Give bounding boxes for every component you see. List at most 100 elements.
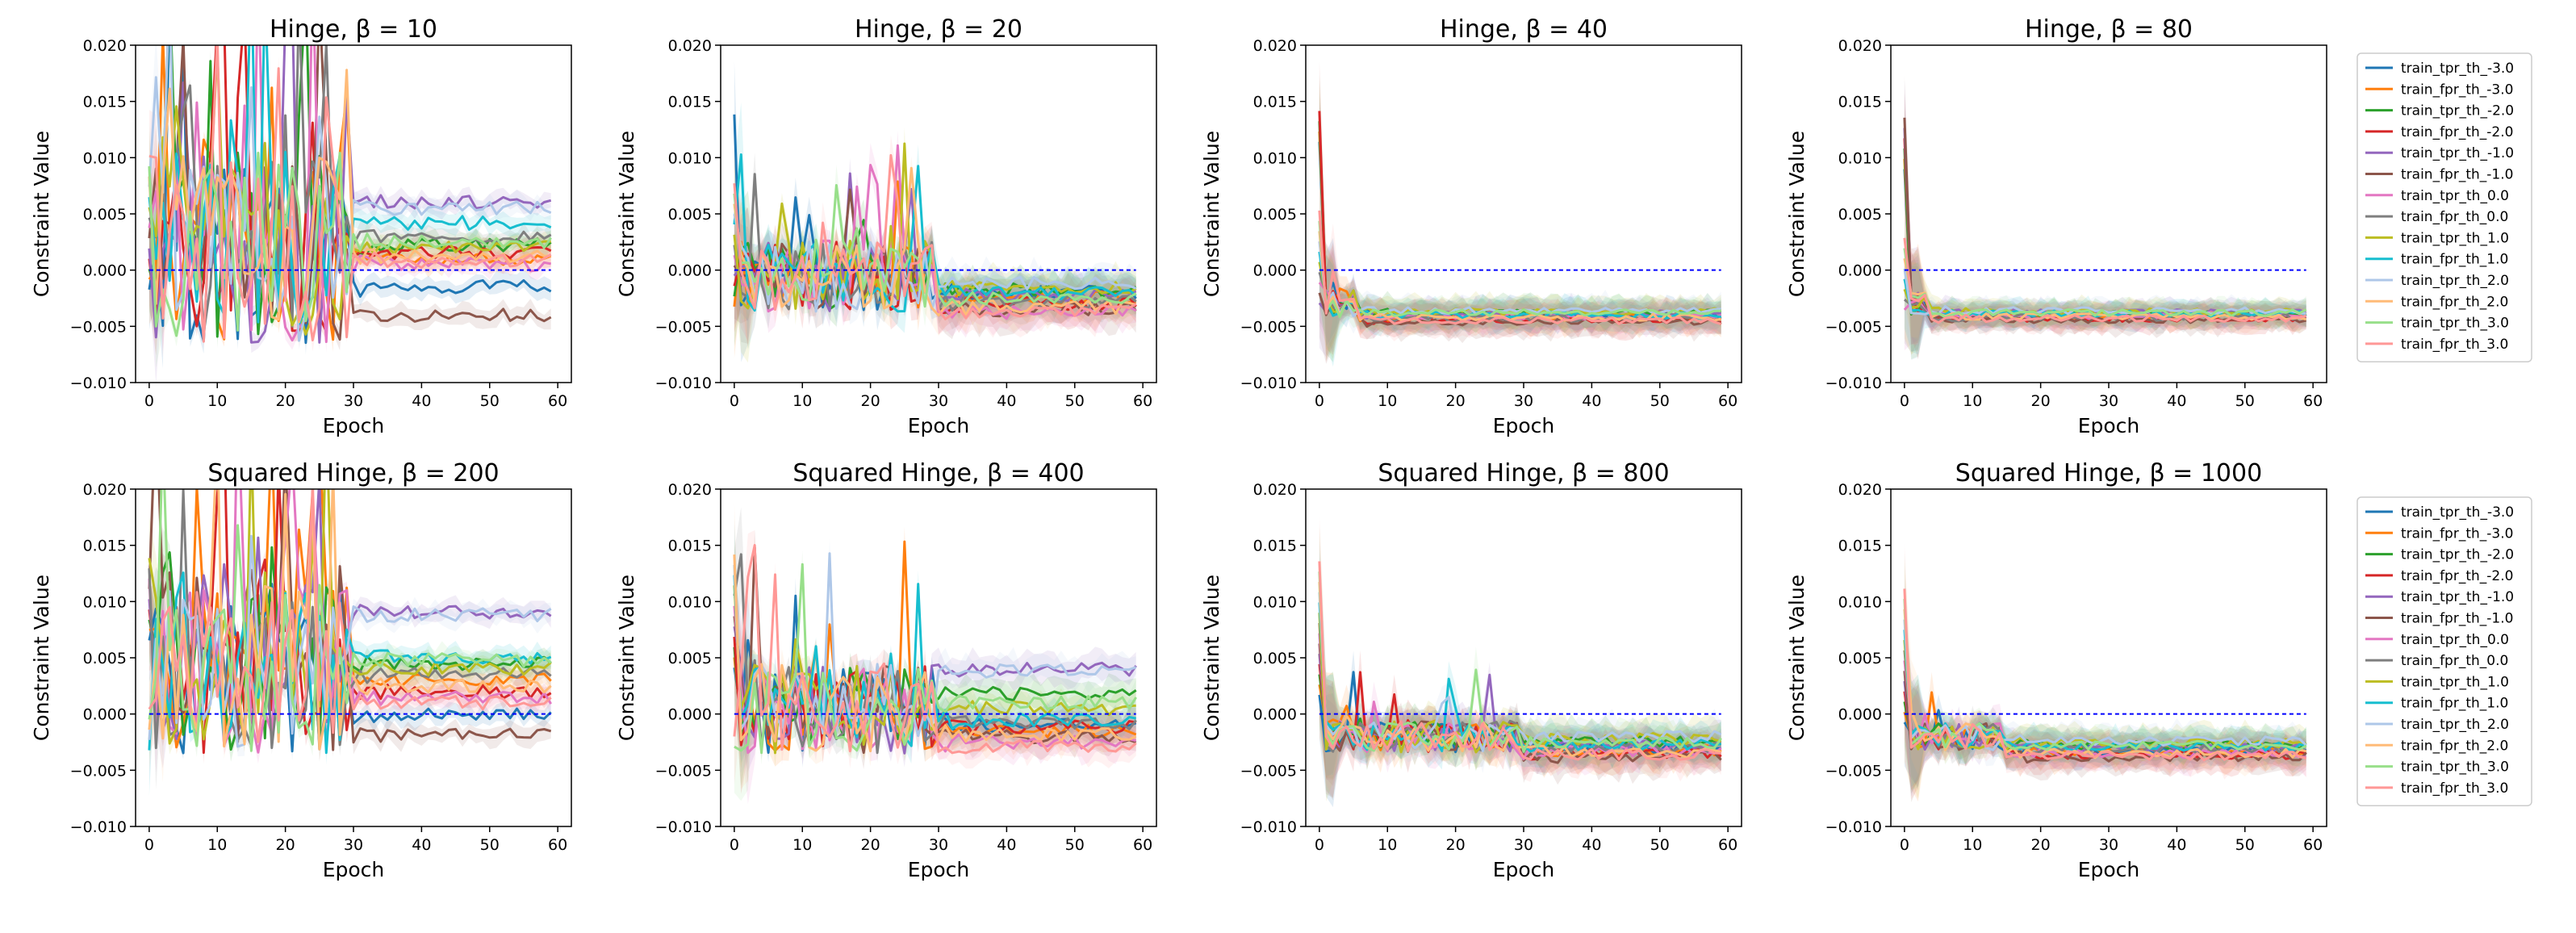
series-band-train_fpr_th_-2.0 <box>1319 61 1721 361</box>
legend-label: train_fpr_th_0.0 <box>2401 653 2508 669</box>
y-tick-label: 0.000 <box>1253 706 1297 724</box>
x-tick-label: 30 <box>929 836 948 854</box>
plot-area <box>733 502 1137 805</box>
series-band-train_fpr_th_1.0 <box>1904 233 2306 355</box>
y-tick-label: −0.010 <box>1825 374 1882 392</box>
y-axis-label: Constraint Value <box>1200 131 1223 297</box>
legend-label: train_tpr_th_-2.0 <box>2401 103 2514 119</box>
x-tick-label: 30 <box>344 836 363 854</box>
y-tick-label: 0.020 <box>83 481 127 499</box>
series-band-train_fpr_th_-1.0 <box>1319 599 1721 798</box>
y-tick-label: 0.005 <box>668 650 712 667</box>
subplot-1: 0 10 20 30 40 50 60 −0.010 −0.005 0.000 0.005 0.010… <box>30 15 572 437</box>
y-tick-label: −0.005 <box>655 318 712 336</box>
y-axis-label: Constraint Value <box>615 131 638 297</box>
y-tick-label: 0.000 <box>83 706 127 724</box>
series-band-train_fpr_th_3.0 <box>1319 158 1721 363</box>
series-band-train_fpr_th_-3.0 <box>1904 115 2306 356</box>
x-tick-label: 50 <box>1650 836 1670 854</box>
legend-label: train_tpr_th_1.0 <box>2401 230 2509 246</box>
x-tick-label: 30 <box>2099 392 2118 410</box>
legend-label: train_tpr_th_0.0 <box>2401 632 2509 648</box>
x-tick-label: 20 <box>276 836 295 854</box>
x-tick-label: 60 <box>548 836 567 854</box>
series-line-train_fpr_th_2.0 <box>733 554 1137 753</box>
series-line-train_fpr_th_3.0 <box>1903 588 2307 762</box>
subplot-title: Hinge, β = 80 <box>2025 15 2193 44</box>
series-line-train_fpr_th_3.0 <box>733 153 1137 320</box>
y-tick-label: 0.010 <box>668 149 712 167</box>
legend-label: train_tpr_th_3.0 <box>2401 759 2509 776</box>
x-tick-label: 20 <box>861 392 880 410</box>
legend-label: train_tpr_th_0.0 <box>2401 188 2509 204</box>
x-tick-label: 40 <box>997 836 1016 854</box>
series-line-train_fpr_th_3.0 <box>148 45 552 343</box>
x-tick-label: 30 <box>929 392 948 410</box>
series-line-train_tpr_th_3.0 <box>1318 571 1722 753</box>
y-tick-label: 0.015 <box>1838 94 1882 111</box>
series-band-train_tpr_th_-1.0 <box>734 574 1136 772</box>
series-line-train_fpr_th_2.0 <box>148 69 551 324</box>
series-band-train_fpr_th_1.0 <box>1319 208 1721 367</box>
legend-label: train_fpr_th_2.0 <box>2401 738 2508 754</box>
plot-area <box>148 45 552 383</box>
x-tick-label: 40 <box>1582 392 1601 410</box>
series-band-train_tpr_th_0.0 <box>148 489 551 773</box>
y-tick-label: −0.005 <box>70 762 127 780</box>
x-tick-label: 60 <box>2303 392 2323 410</box>
x-tick-label: 20 <box>1446 836 1466 854</box>
x-tick-label: 60 <box>1133 836 1152 854</box>
y-tick-label: −0.010 <box>1240 374 1297 392</box>
series-band-train_tpr_th_2.0 <box>1904 220 2306 360</box>
series-band-train_fpr_th_-3.0 <box>1904 662 2306 802</box>
y-tick-label: 0.000 <box>1838 706 1882 724</box>
series-band-train_tpr_th_-3.0 <box>1904 124 2306 352</box>
x-tick-label: 60 <box>2303 836 2323 854</box>
y-axis-label: Constraint Value <box>615 575 638 741</box>
x-tick-label: 10 <box>207 392 227 410</box>
x-tick-label: 0 <box>730 836 739 854</box>
y-tick-label: −0.010 <box>655 818 712 836</box>
series-band-train_tpr_th_-3.0 <box>1319 646 1721 808</box>
plot-area <box>733 61 1137 363</box>
legend-label: train_fpr_th_3.0 <box>2401 780 2508 797</box>
x-tick-label: 60 <box>1133 392 1152 410</box>
x-tick-label: 50 <box>1065 392 1085 410</box>
x-tick-label: 50 <box>1650 392 1670 410</box>
x-tick-label: 0 <box>730 392 739 410</box>
y-tick-label: −0.010 <box>655 374 712 392</box>
series-line-train_fpr_th_3.0 <box>1318 210 1722 325</box>
x-tick-label: 40 <box>2167 836 2186 854</box>
y-tick-label: −0.010 <box>70 818 127 836</box>
y-tick-label: −0.005 <box>1825 762 1882 780</box>
series-line-train_fpr_th_3.0 <box>733 544 1137 755</box>
y-tick-label: 0.010 <box>1838 149 1882 167</box>
x-tick-label: 60 <box>1718 836 1738 854</box>
y-axis-label: Constraint Value <box>30 131 53 297</box>
series-line-train_fpr_th_3.0 <box>148 489 552 743</box>
series-band-train_fpr_th_2.0 <box>1904 215 2306 338</box>
series-band-train_fpr_th_1.0 <box>1319 547 1721 776</box>
x-axis-label: Epoch <box>1493 414 1555 437</box>
series-band-train_fpr_th_3.0 <box>1904 543 2306 800</box>
series-line-train_fpr_th_-2.0 <box>1318 111 1721 325</box>
y-tick-label: 0.005 <box>1838 206 1882 224</box>
x-tick-label: 30 <box>344 392 363 410</box>
legend-label: train_fpr_th_-2.0 <box>2401 568 2513 584</box>
series-line-train_tpr_th_2.0 <box>148 534 552 748</box>
series-line-train_fpr_th_2.0 <box>1318 581 1722 759</box>
y-tick-label: 0.005 <box>1253 650 1297 667</box>
y-tick-label: 0.005 <box>1253 206 1297 224</box>
y-tick-label: −0.005 <box>1825 318 1882 336</box>
y-axis-label: Constraint Value <box>30 575 53 741</box>
x-tick-label: 20 <box>861 836 880 854</box>
legend-label: train_tpr_th_-1.0 <box>2401 589 2514 605</box>
x-tick-label: 0 <box>1900 392 1909 410</box>
y-axis-label: Constraint Value <box>1200 575 1223 741</box>
legend-label: train_fpr_th_1.0 <box>2401 696 2508 712</box>
subplot-6: 0 10 20 30 40 50 60 −0.010 −0.005 0.000 0.005 0.010… <box>615 459 1157 881</box>
x-tick-label: 0 <box>1900 836 1909 854</box>
subplot-title: Hinge, β = 20 <box>855 15 1022 44</box>
series-line-train_tpr_th_-2.0 <box>1318 121 1722 318</box>
series-band-train_tpr_th_3.0 <box>734 550 1136 801</box>
